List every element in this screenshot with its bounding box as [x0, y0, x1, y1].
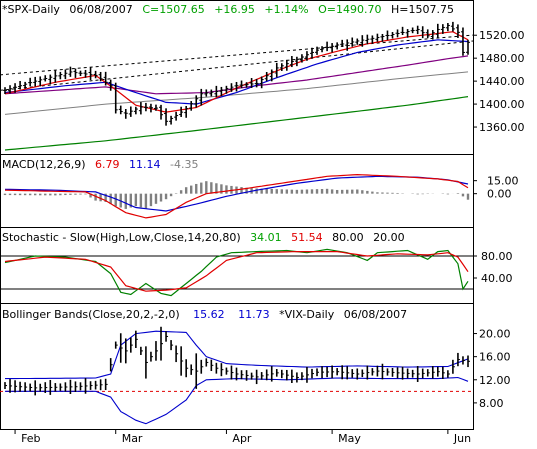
- stoch-label: Stochastic - Slow(High,Low,Close,14,20,8…: [2, 231, 241, 244]
- boll-upper-band: [5, 330, 469, 380]
- price-pct: +1.14%: [264, 3, 308, 16]
- macd-hist-value: -4.35: [170, 158, 198, 171]
- price-ytick-label: 1480.00: [479, 52, 525, 65]
- boll-series-label: *VIX-Daily: [279, 308, 335, 321]
- price-symbol: *SPX-Daily: [2, 3, 60, 16]
- xtick-label: Mar: [122, 432, 143, 445]
- xtick-label: Jun: [453, 432, 471, 445]
- stoch-upper-value: 80.00: [332, 231, 364, 244]
- stoch-d-value: 51.54: [291, 231, 323, 244]
- boll-header: Bollinger Bands(Close,20,2,-2,0) 15.62 1…: [2, 308, 407, 321]
- price-close: C=1507.65: [142, 3, 204, 16]
- stoch-ytick-label: 80.00: [481, 250, 513, 263]
- boll-ytick-label: 8.00: [479, 397, 504, 410]
- trendline-lower: [0, 40, 474, 91]
- stoch-header: Stochastic - Slow(High,Low,Close,14,20,8…: [2, 231, 405, 244]
- macd-ytick-label: 15.00: [487, 175, 519, 188]
- price-ytick-label: 1400.00: [479, 98, 525, 111]
- boll-upper-value: 15.62: [193, 308, 225, 321]
- boll-lower-value: 11.73: [238, 308, 270, 321]
- macd-label: MACD(12,26,9): [2, 158, 86, 171]
- trendline-upper: [0, 34, 474, 76]
- macd-value: 6.79: [95, 158, 120, 171]
- stoch-d-line: [4, 251, 469, 292]
- price-panel-frame: [0, 0, 474, 155]
- ma-gray-line: [4, 71, 469, 115]
- macd-header: MACD(12,26,9) 6.79 11.14 -4.35: [2, 158, 199, 171]
- price-change: +16.95: [214, 3, 255, 16]
- price-ytick-label: 1360.00: [479, 121, 525, 134]
- macd-signal-value: 11.14: [129, 158, 161, 171]
- ma-red-line: [4, 31, 469, 113]
- xtick-label: Apr: [232, 432, 252, 445]
- price-date: 06/08/2007: [69, 3, 132, 16]
- ma-blue-line: [4, 39, 469, 105]
- price-header: *SPX-Daily 06/08/2007 C=1507.65 +16.95 +…: [2, 3, 454, 16]
- stoch-lower-value: 20.00: [373, 231, 405, 244]
- boll-ytick-label: 16.00: [479, 351, 511, 364]
- macd-ytick-label: 0.00: [487, 188, 512, 201]
- boll-ytick-label: 20.00: [479, 328, 511, 341]
- ma-green-line: [4, 96, 469, 151]
- stoch-k-value: 34.01: [250, 231, 282, 244]
- xtick-label: May: [338, 432, 361, 445]
- xtick-label: Feb: [21, 432, 40, 445]
- macd-line: [4, 173, 469, 219]
- boll-label: Bollinger Bands(Close,20,2,-2,0): [2, 308, 180, 321]
- boll-lower-band: [5, 376, 469, 425]
- price-high: H=1507.75: [391, 3, 454, 16]
- stoch-ytick-label: 40.00: [481, 272, 513, 285]
- price-open: O=1490.70: [318, 3, 381, 16]
- boll-date: 06/08/2007: [344, 308, 407, 321]
- boll-ytick-label: 12.00: [479, 374, 511, 387]
- price-ytick-label: 1520.00: [479, 29, 525, 42]
- price-ytick-label: 1440.00: [479, 75, 525, 88]
